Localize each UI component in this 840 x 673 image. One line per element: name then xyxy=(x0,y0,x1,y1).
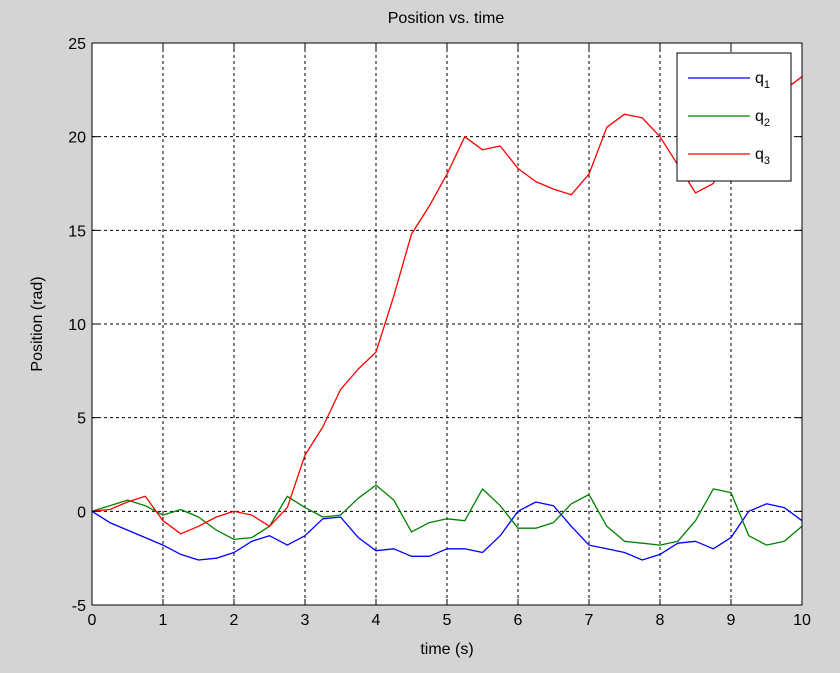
legend-box xyxy=(676,52,792,182)
y-tick-label: 20 xyxy=(68,130,86,147)
legend-label-q3: q3 xyxy=(755,146,770,167)
x-tick-label: 0 xyxy=(88,612,97,629)
x-tick-labels: 0 1 2 3 4 5 6 7 8 9 10 xyxy=(88,612,811,629)
x-axis-label: time (s) xyxy=(420,641,473,658)
legend-label-main: q xyxy=(755,146,764,163)
x-tick-label: 9 xyxy=(727,612,736,629)
y-tick-label: 10 xyxy=(68,317,86,334)
y-tick-label: 5 xyxy=(77,411,86,428)
legend-label-q2: q2 xyxy=(755,108,770,129)
legend-label-subscript: 3 xyxy=(764,155,770,167)
legend-label-main: q xyxy=(755,70,764,87)
x-tick-label: 5 xyxy=(443,612,452,629)
axis-ticks xyxy=(91,42,803,606)
y-tick-label: 15 xyxy=(68,223,86,240)
x-tick-label: 6 xyxy=(514,612,523,629)
legend-label-main: q xyxy=(755,108,764,125)
x-tick-label: 3 xyxy=(301,612,310,629)
series-line-q1 xyxy=(91,501,803,561)
y-tick-label: -5 xyxy=(72,598,86,615)
legend-label-q1: q1 xyxy=(755,70,770,91)
x-tick-label: 2 xyxy=(230,612,239,629)
legend-label-subscript: 2 xyxy=(764,117,770,129)
y-axis-label: Position (rad) xyxy=(29,276,46,371)
legend-label-subscript: 1 xyxy=(764,79,770,91)
y-tick-label: 25 xyxy=(68,36,86,53)
y-tick-label: 0 xyxy=(77,504,86,521)
x-tick-label: 8 xyxy=(656,612,665,629)
x-tick-label: 1 xyxy=(159,612,168,629)
grid-lines xyxy=(92,43,802,605)
chart-title: Position vs. time xyxy=(388,10,505,27)
x-tick-label: 10 xyxy=(793,612,811,629)
y-tick-labels: -5 0 5 10 15 20 25 xyxy=(68,36,86,615)
series-line-q2 xyxy=(91,484,803,546)
x-tick-label: 4 xyxy=(372,612,381,629)
x-tick-label: 7 xyxy=(585,612,594,629)
